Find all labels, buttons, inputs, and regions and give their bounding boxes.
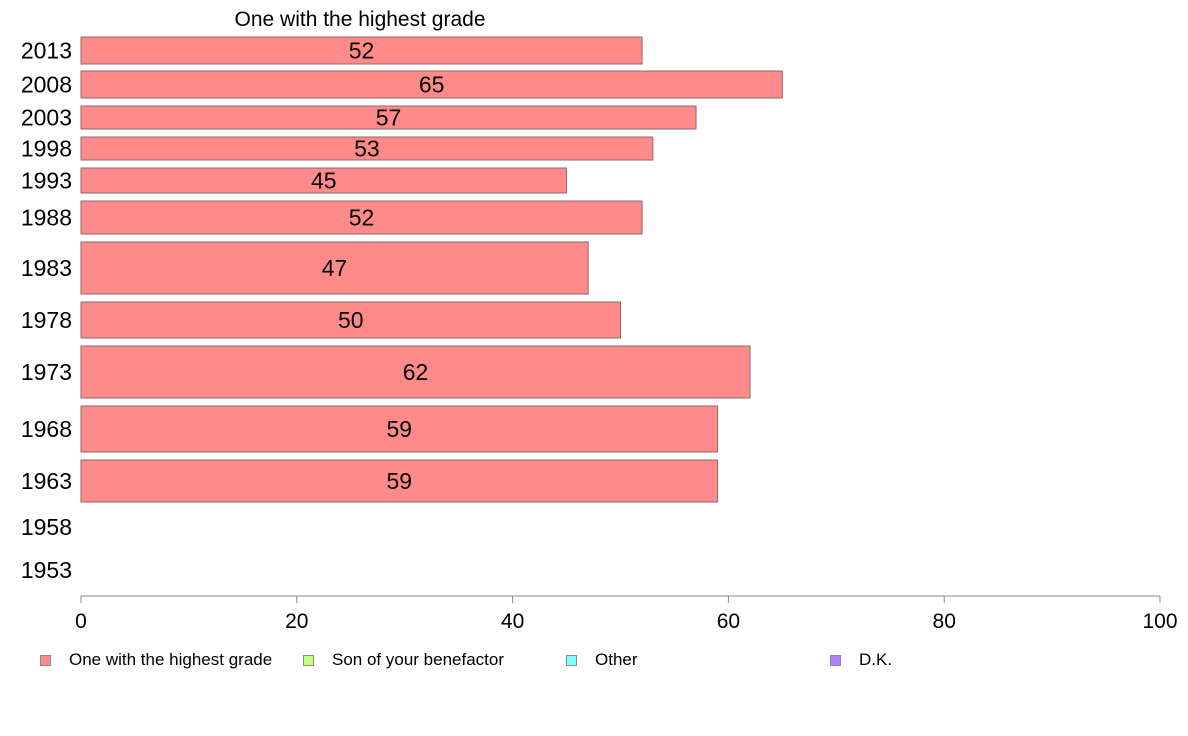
bar [80, 459, 719, 503]
bar [80, 241, 589, 295]
x-tick-label: 100 [1142, 610, 1177, 633]
x-axis: 0 20 40 60 80 100 [75, 595, 1178, 633]
bar [80, 105, 697, 130]
x-tick-label: 60 [717, 610, 740, 633]
y-tick-label: 1968 [21, 416, 72, 442]
legend-label: Other [595, 650, 638, 669]
y-tick-label: 1953 [21, 557, 72, 583]
legend-swatch [830, 654, 841, 666]
bar-value-label: 59 [387, 416, 413, 442]
chart-title: One with the highest grade [235, 8, 486, 31]
bar [80, 167, 568, 194]
y-tick-label: 2003 [21, 105, 72, 131]
x-tick-label: 80 [933, 610, 956, 633]
bar [80, 36, 643, 65]
legend-item: D.K. [830, 648, 892, 672]
bar-value-label: 53 [354, 136, 380, 162]
legend-swatch [566, 654, 577, 666]
bar [80, 301, 621, 339]
y-tick-label: 2013 [21, 38, 72, 64]
y-axis-labels: 2013 2008 2003 1998 1993 1988 1983 1978 1973 1968… [21, 38, 72, 584]
y-tick-label: 1963 [21, 468, 72, 494]
y-tick-label: 1993 [21, 168, 72, 194]
y-tick-label: 2008 [21, 72, 72, 98]
y-tick-label: 1988 [21, 205, 72, 231]
bar-value-label: 57 [376, 105, 402, 131]
legend-swatch [40, 654, 51, 666]
bar [80, 200, 643, 235]
bar [80, 136, 654, 161]
y-tick-label: 1973 [21, 359, 72, 385]
y-tick-label: 1958 [21, 514, 72, 540]
bar-value-label: 62 [403, 359, 429, 385]
legend-label: Son of your benefactor [332, 650, 505, 669]
legend: One with the highest grade Son of your be… [0, 648, 1188, 672]
legend-item: Other [566, 648, 638, 672]
bar-value-label: 59 [387, 468, 413, 494]
legend-item: One with the highest grade [40, 648, 272, 672]
bar [80, 405, 719, 453]
bar [80, 70, 783, 99]
legend-item: Son of your benefactor [303, 648, 504, 672]
bar-value-label: 47 [322, 255, 348, 281]
bar-value-label: 50 [338, 307, 364, 333]
bar-chart: One with the highest grade 5265575345524… [21, 8, 1178, 633]
bar-value-label: 45 [311, 168, 337, 194]
bar [80, 345, 751, 399]
x-tick-label: 40 [501, 610, 524, 633]
x-tick-label: 20 [285, 610, 308, 633]
bar-value-label: 52 [349, 205, 375, 231]
x-tick-label: 0 [75, 610, 87, 633]
bar-value-label: 65 [419, 72, 445, 98]
bar-value-label: 52 [349, 38, 375, 64]
legend-swatch [303, 654, 314, 666]
legend-label: D.K. [859, 650, 893, 669]
y-tick-label: 1983 [21, 255, 72, 281]
legend-label: One with the highest grade [69, 650, 273, 669]
y-tick-label: 1998 [21, 136, 72, 162]
y-tick-label: 1978 [21, 307, 72, 333]
